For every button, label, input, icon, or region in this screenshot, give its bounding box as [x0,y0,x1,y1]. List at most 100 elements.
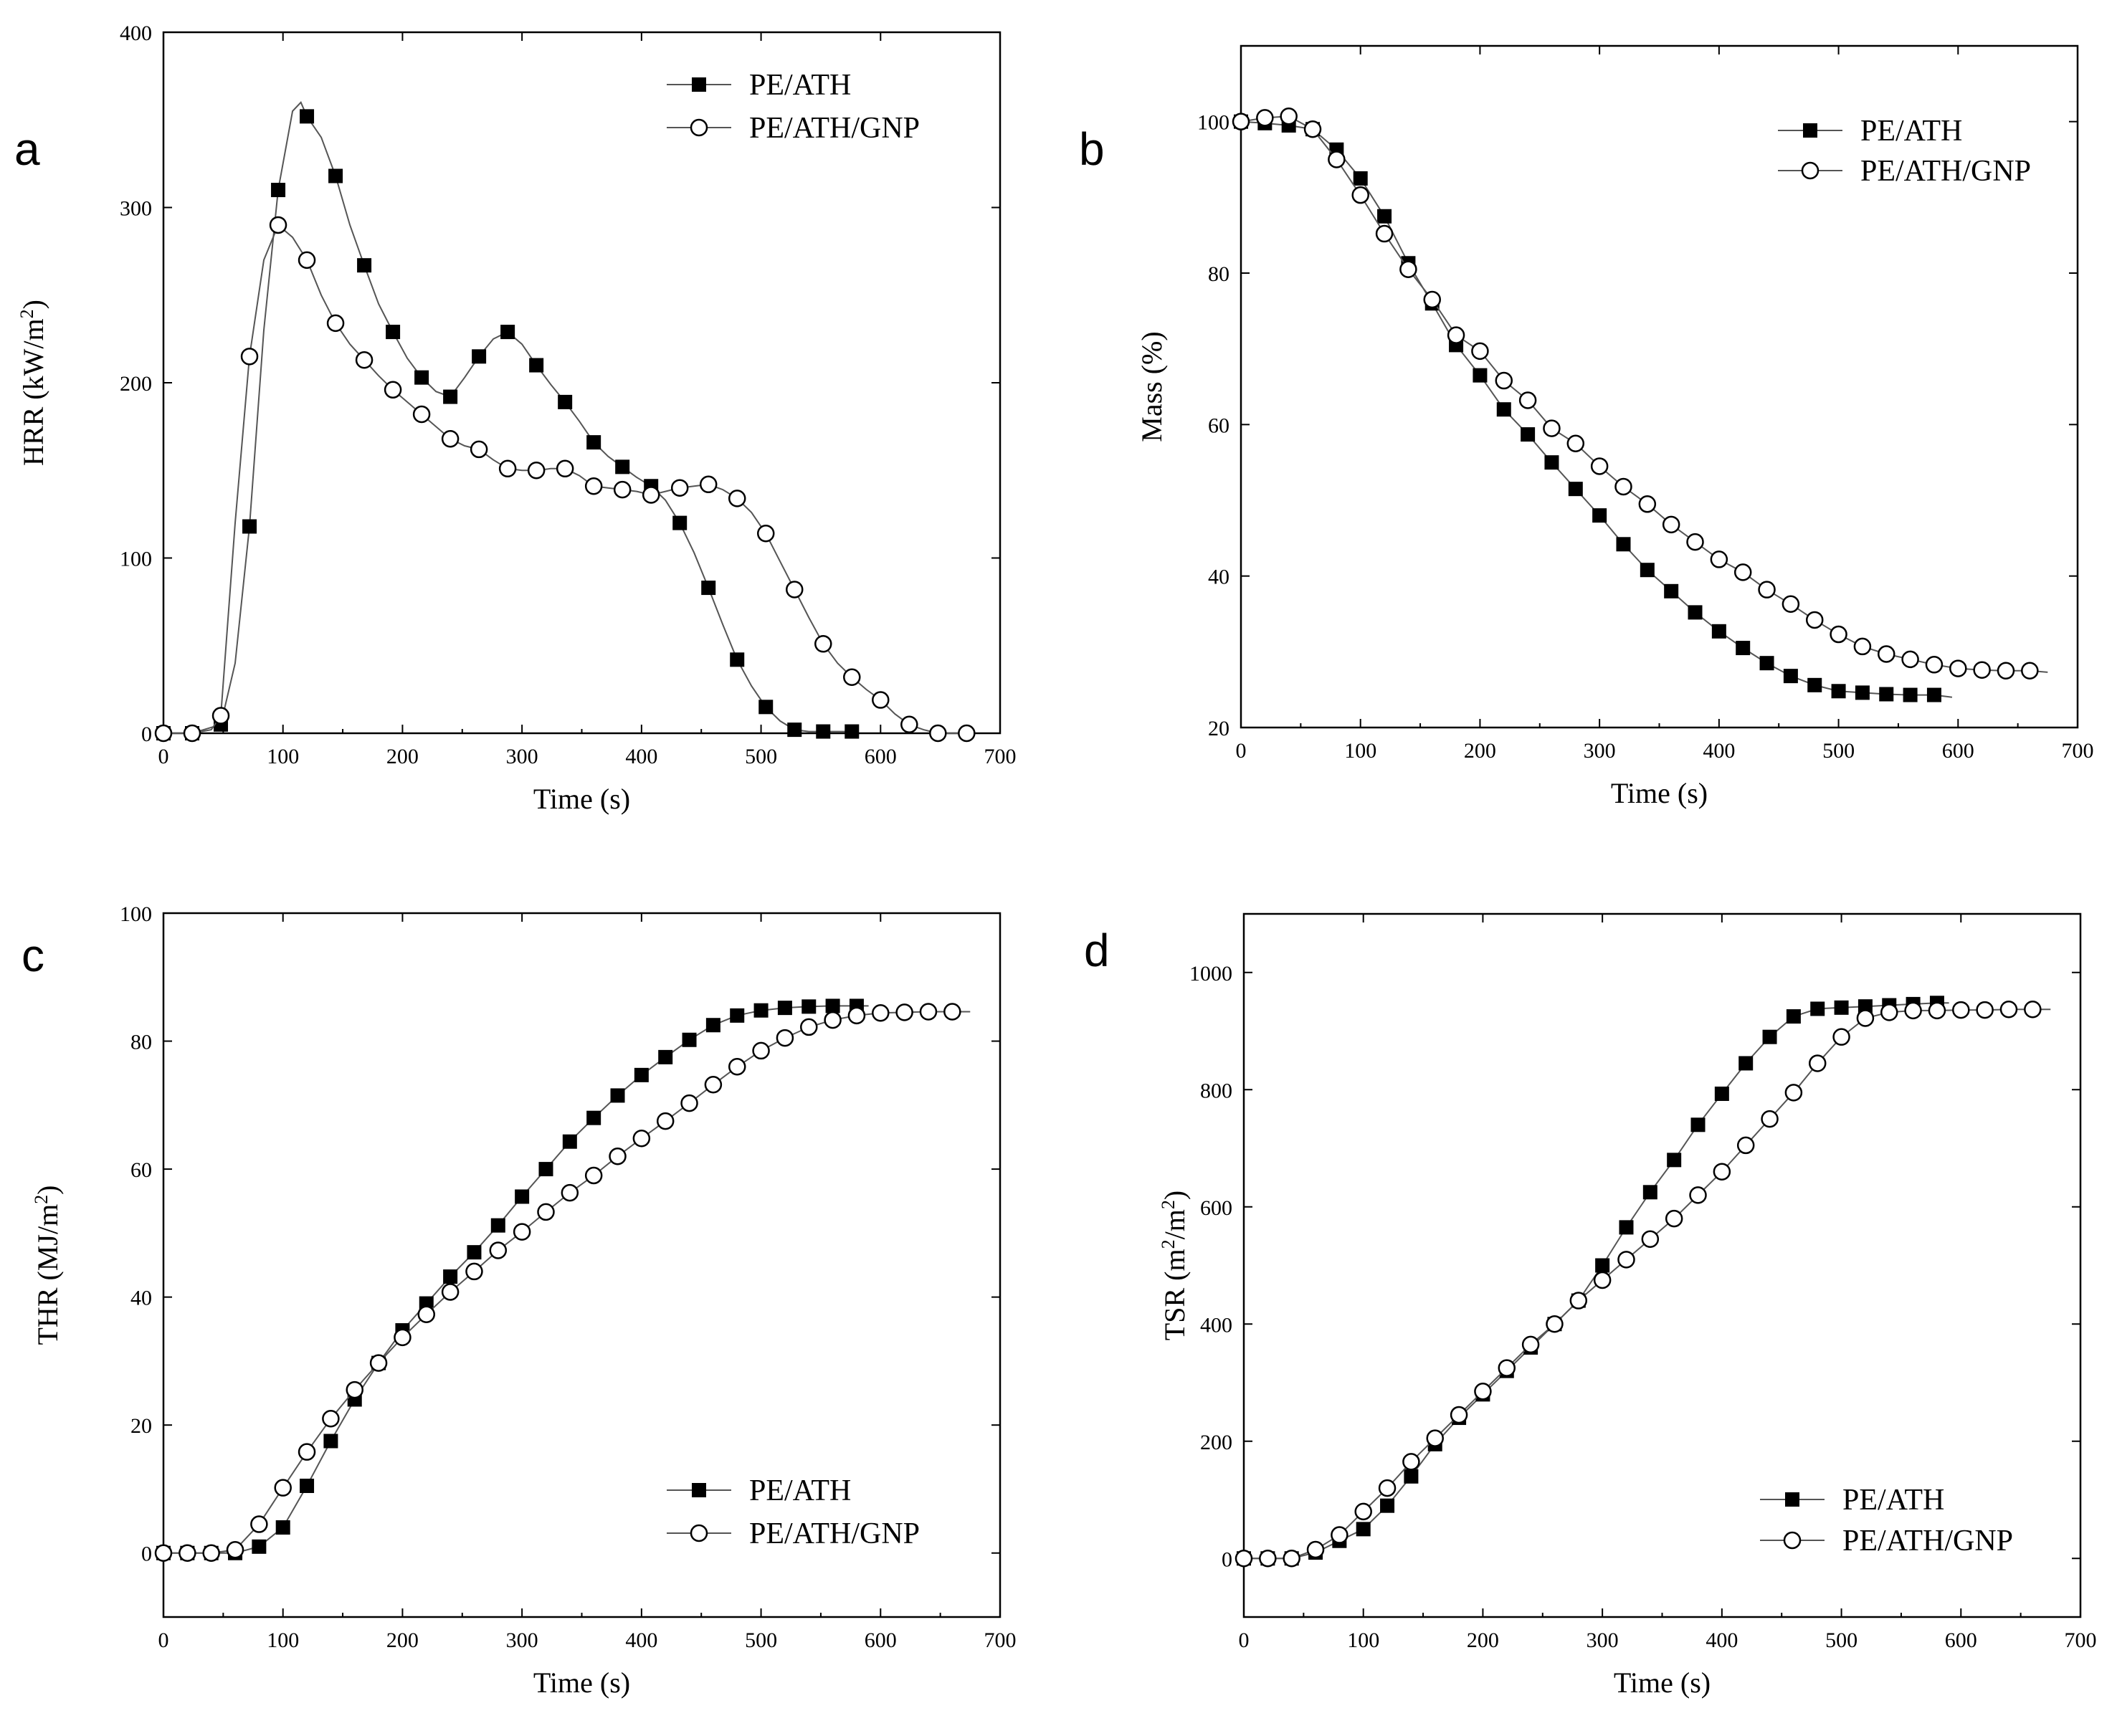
data-point [1759,656,1774,671]
data-point [1496,402,1511,417]
x-axis-title: Time (s) [533,783,630,815]
data-point [1256,109,1274,127]
x-axis-title: Time (s) [1614,1666,1711,1699]
data-point [1498,1359,1516,1377]
data-point [1807,677,1822,692]
data-point [443,1269,458,1284]
y-tick-label: 100 [1197,111,1229,135]
data-point [1328,151,1346,168]
data-point [323,1434,338,1449]
data-point [2024,1001,2042,1019]
data-point [211,707,230,725]
data-point [1593,1271,1612,1289]
data-point [202,1544,220,1562]
data-point [1331,1526,1348,1544]
data-point [615,459,630,474]
y-axis-title: THR (MJ/m2) [31,1185,65,1345]
y-tick-label: 200 [1200,1431,1232,1454]
data-point [929,724,947,743]
legend-marker-circle [1801,161,1820,180]
data-point [1638,495,1657,513]
data-point [958,724,976,743]
data-point [443,389,458,404]
x-tick-label: 500 [745,1628,777,1652]
data-point [556,459,574,478]
y-tick-label: 40 [1208,566,1229,589]
y-tick-label: 300 [120,197,152,221]
x-tick-label: 700 [984,1628,1017,1652]
data-point [943,1003,961,1021]
series-pe-ath-gnp [154,216,976,743]
legend-marker-circle [1783,1531,1802,1550]
data-point [1786,1009,1801,1024]
data-point [1783,669,1798,684]
data-point [1378,1479,1397,1497]
x-tick-label: 300 [506,745,538,768]
legend-label: PE/ATH/GNP [749,1517,920,1550]
data-point [1901,650,1919,669]
data-point [1566,434,1585,452]
data-point [1280,108,1298,125]
data-point [414,370,429,385]
data-point [672,515,688,530]
data-point [800,1018,818,1036]
data-point [1784,1084,1803,1102]
data-point [1713,1163,1731,1181]
data-point [154,724,173,743]
data-point [872,691,890,709]
data-point [1353,171,1368,186]
legend: PE/ATH PE/ATH/GNP [667,69,920,145]
x-tick-label: 200 [1467,1628,1499,1652]
data-point [1926,687,1941,702]
data-point [1714,1086,1729,1101]
panel-letter-d: d [1084,925,1110,976]
data-point [872,1004,890,1022]
x-tick-label: 600 [865,1628,897,1652]
x-tick-label: 500 [1822,739,1855,763]
legend: PE/ATH PE/ATH/GNP [1778,115,2031,188]
series-pe-ath-gnp [1232,108,2048,679]
legend-label: PE/ATH [1860,115,1962,148]
legend-label: PE/ATH [749,1474,851,1507]
data-point [558,394,573,409]
series-pe-ath [156,101,860,740]
data-point [1805,611,1824,629]
y-axis-title: HRR (kW/m2) [16,300,50,466]
data-point [490,1218,505,1233]
data-point [1853,637,1872,656]
data-point [298,1443,316,1461]
data-point [584,477,603,495]
x-tick-label: 0 [158,1628,169,1652]
x-tick-label: 500 [745,745,777,768]
data-point [1568,482,1583,497]
data-point [1710,550,1728,568]
data-point [489,1241,508,1259]
data-point [1471,342,1489,361]
data-point [1831,684,1846,699]
data-point [1614,477,1632,496]
y-axis-title: TSR (m2/m2) [1158,1191,1191,1340]
data-point [787,722,802,738]
data-point [1617,1251,1635,1269]
data-point [845,724,860,739]
panel-b: b 0 100 200 300 400 500 600 700 20 40 60 80 100 Time (… [1079,44,2094,809]
y-tick-label: 400 [1200,1313,1232,1337]
data-point [322,1410,340,1428]
data-point [1426,1429,1444,1447]
series-pe-ath-gnp [154,1003,971,1562]
data-point [586,1110,601,1125]
y-tick-label: 200 [120,372,152,396]
x-axis-title: Time (s) [1611,777,1708,809]
data-point [1667,1153,1682,1168]
data-point [1495,371,1513,390]
data-point [758,700,774,715]
y-tick-label: 60 [130,1158,152,1182]
legend-marker-square [1803,123,1817,138]
data-point [1399,260,1417,278]
data-point [1711,624,1726,639]
y-tick-label: 100 [120,548,152,571]
data-point [513,1223,531,1241]
data-point [1450,1406,1468,1424]
data-point [705,1018,720,1033]
